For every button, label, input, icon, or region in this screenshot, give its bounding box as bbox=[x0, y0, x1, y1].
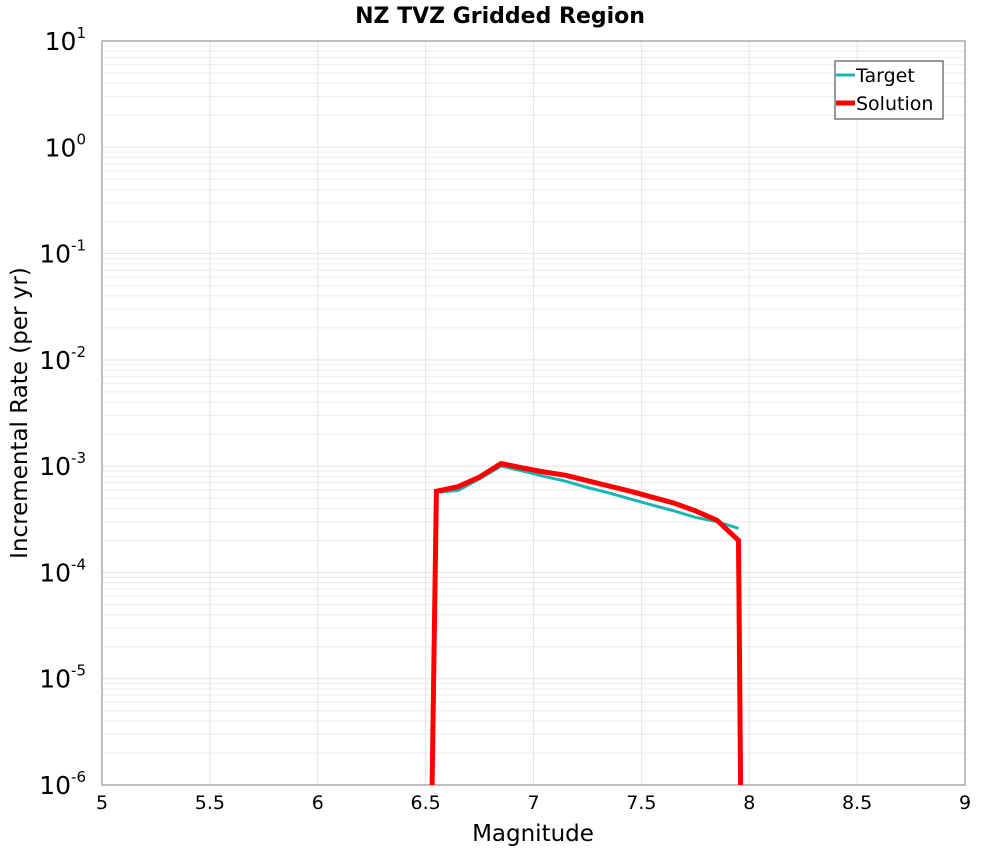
y-axis-label: Incremental Rate (per yr) bbox=[7, 267, 33, 559]
x-tick-label: 5.5 bbox=[195, 792, 225, 814]
grid-lines bbox=[101, 41, 966, 786]
x-tick-label: 5 bbox=[96, 792, 108, 814]
x-tick-label: 8.5 bbox=[842, 792, 872, 814]
y-tick-label: 10-4 bbox=[39, 555, 86, 587]
y-tick-label: 10-5 bbox=[39, 662, 86, 694]
legend-label-target: Target bbox=[855, 65, 915, 87]
x-tick-label: 7 bbox=[527, 792, 539, 814]
legend-box bbox=[834, 60, 944, 120]
x-tick-label: 8 bbox=[743, 792, 755, 814]
series-line-solution bbox=[429, 460, 744, 786]
data-series bbox=[429, 460, 744, 786]
x-axis-ticks: 5 5.5 6 6.5 7 7.5 8 8.5 9 bbox=[96, 792, 971, 814]
x-tick-label: 9 bbox=[959, 792, 971, 814]
legend-label-solution: Solution bbox=[856, 93, 933, 115]
plot-frame bbox=[101, 40, 966, 786]
y-tick-label: 100 bbox=[45, 130, 86, 162]
x-tick-label: 6 bbox=[312, 792, 324, 814]
x-tick-label: 6.5 bbox=[411, 792, 441, 814]
y-tick-label: 101 bbox=[45, 24, 86, 56]
y-tick-label: 10-1 bbox=[39, 237, 86, 269]
chart-title: NZ TVZ Gridded Region bbox=[355, 4, 645, 29]
legend: Target Solution bbox=[834, 60, 944, 120]
y-tick-label: 10-3 bbox=[39, 449, 86, 481]
x-axis-label: Magnitude bbox=[472, 821, 594, 847]
y-tick-label: 10-6 bbox=[39, 768, 86, 800]
y-axis-ticks: 101 100 10-1 10-2 10-3 10-4 10-5 10-6 bbox=[39, 24, 86, 800]
x-tick-label: 7.5 bbox=[626, 792, 656, 814]
y-tick-label: 10-2 bbox=[39, 343, 86, 375]
